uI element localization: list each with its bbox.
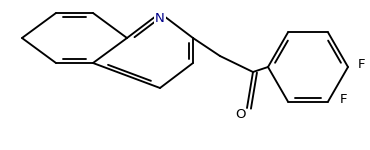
Text: F: F [340, 93, 347, 106]
Text: F: F [358, 58, 366, 72]
Text: N: N [155, 12, 165, 24]
Text: O: O [235, 108, 245, 122]
